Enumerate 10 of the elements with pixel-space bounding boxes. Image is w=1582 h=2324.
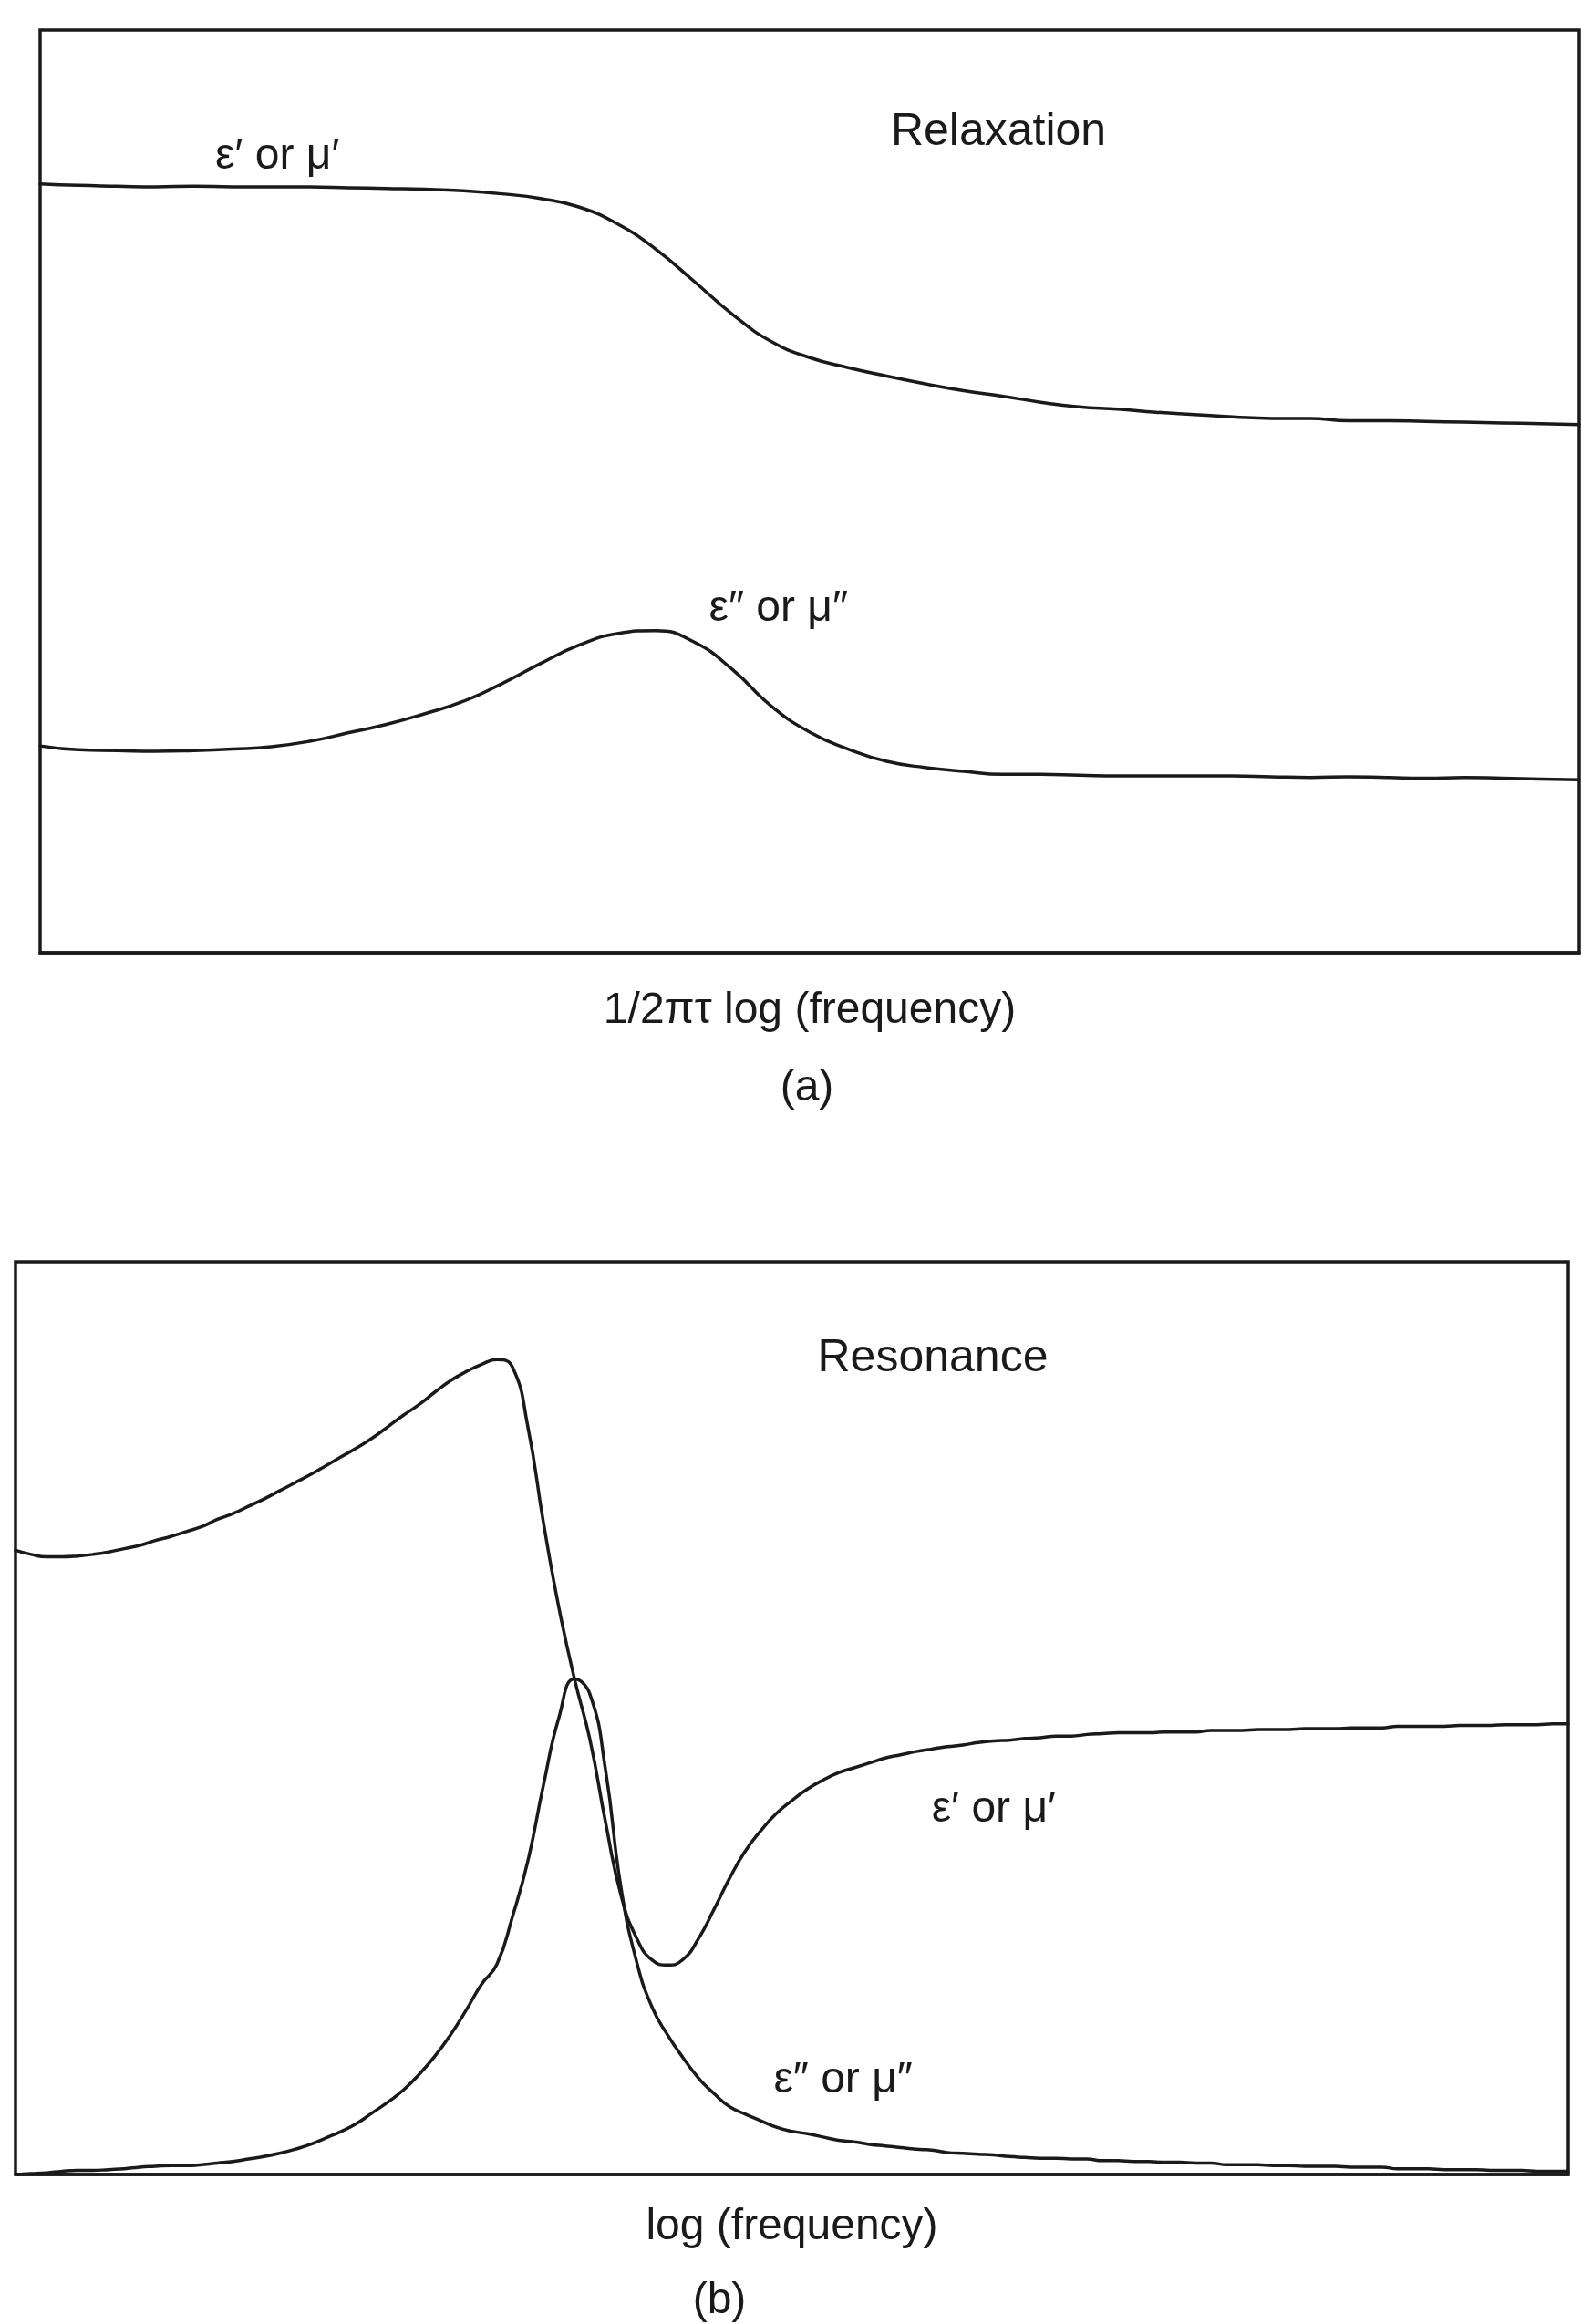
x-axis-title: log (frequency) — [646, 2199, 938, 2248]
chart-title: Relaxation — [890, 104, 1107, 155]
series-label: ε′ or μ′ — [215, 129, 340, 178]
series-label: ε″ or μ″ — [773, 2052, 913, 2102]
chart-title: Resonance — [817, 1330, 1049, 1381]
text: (a) — [780, 1060, 834, 1110]
series-label: ε″ or μ″ — [708, 581, 848, 630]
x-axis-title: 1/2πτ log (frequency) — [603, 983, 1017, 1032]
series-label: ε′ or μ′ — [931, 1782, 1057, 1832]
text: (b) — [692, 2273, 747, 2322]
